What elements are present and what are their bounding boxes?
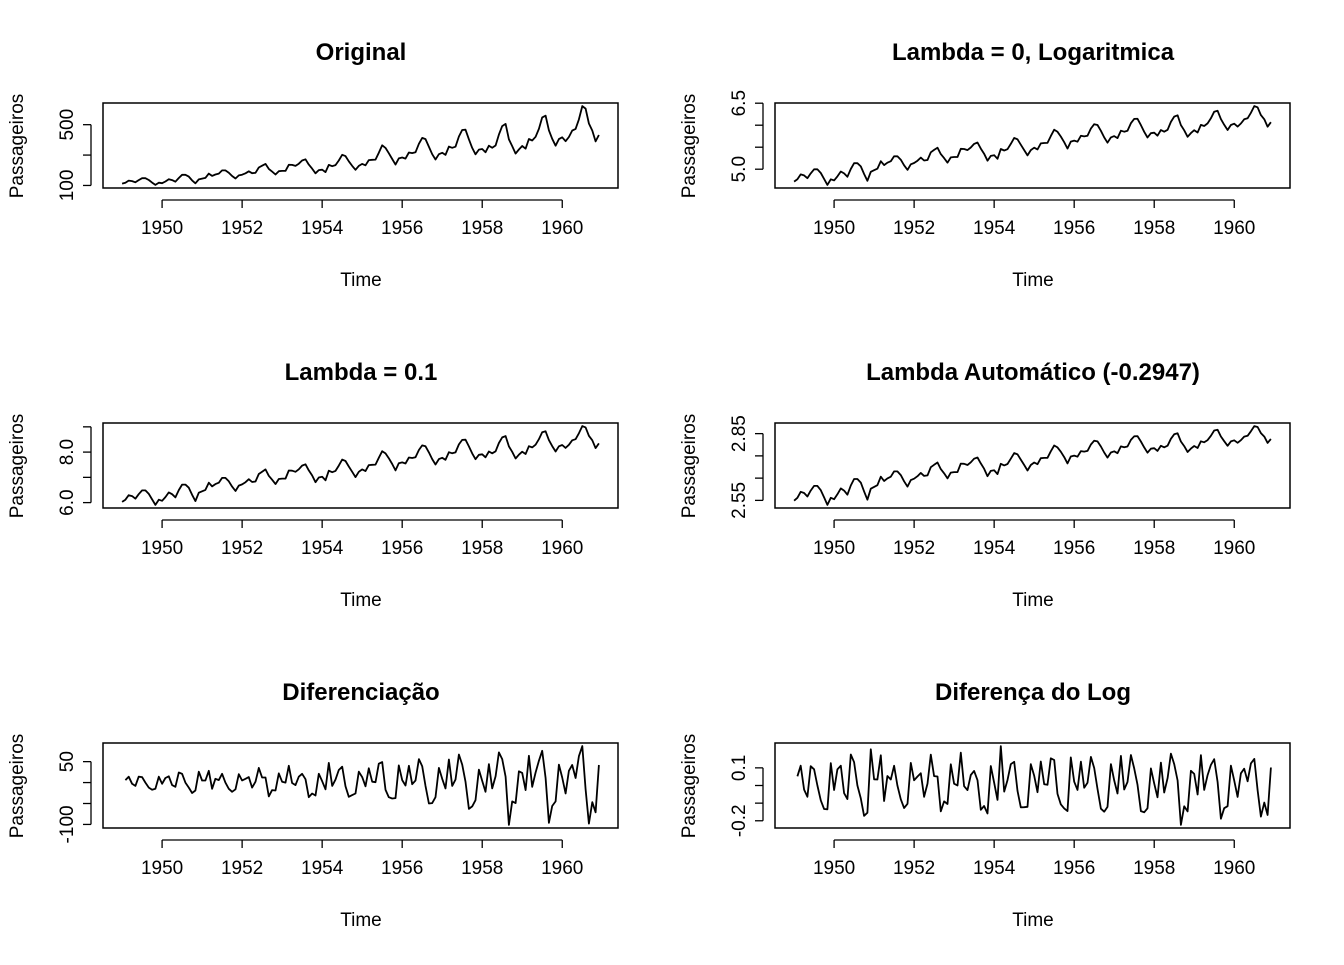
x-tick-label: 1960 [541,858,583,879]
y-tick-label: 6.5 [729,90,750,116]
chart-title: Original [316,39,407,66]
y-axis-label: Passageiros [7,94,28,199]
y-tick-label: 50 [57,751,78,772]
y-axis-label: Passageiros [7,734,28,839]
plot-box [774,742,1291,829]
plot-box [774,422,1291,509]
y-tick-label: 6.0 [57,489,78,515]
y-tick-label: 0.1 [729,755,750,781]
series-line [121,425,600,506]
x-tick-label: 1960 [1213,858,1255,879]
y-axis-label: Passageiros [7,414,28,519]
y-tick-label: 100 [57,170,78,202]
series-line [124,745,600,826]
plot-box [774,102,1291,189]
x-tick-label: 1954 [973,538,1016,559]
x-tick-label: 1950 [141,858,183,879]
x-axis-label: Time [340,270,382,291]
x-tick-label: 1950 [141,538,183,559]
x-tick-label: 1956 [381,858,423,879]
x-tick-label: 1958 [461,538,503,559]
x-tick-label: 1952 [893,858,935,879]
panel-0: Original Time Passageiros 1950 1952 1954 1956 1… [7,39,619,291]
y-axis-label: Passageiros [679,734,700,839]
x-tick-label: 1952 [221,538,263,559]
x-tick-label: 1960 [1213,538,1255,559]
panel-1: Lambda = 0, Logaritmica Time Passageiros 19… [679,39,1291,291]
y-axis-label: Passageiros [679,94,700,199]
x-axis-label: Time [1012,270,1054,291]
x-tick-label: 1960 [541,218,583,239]
y-tick-label: 2.55 [729,482,750,519]
series-line [121,105,600,186]
x-tick-label: 1954 [973,858,1016,879]
plot-box [102,102,619,189]
x-tick-label: 1960 [541,538,583,559]
series-line [793,425,1272,506]
y-tick-label: -100 [57,805,78,843]
x-tick-label: 1950 [813,538,855,559]
x-tick-label: 1958 [1133,218,1175,239]
panel-2: Lambda = 0.1 Time Passageiros 1950 1952 1954 1… [7,359,619,611]
series-line [796,745,1272,826]
x-axis-label: Time [340,910,382,931]
x-tick-label: 1950 [813,218,855,239]
x-tick-label: 1956 [1053,858,1095,879]
x-tick-label: 1950 [813,858,855,879]
x-axis-label: Time [340,590,382,611]
x-tick-label: 1954 [301,218,344,239]
x-tick-label: 1958 [1133,858,1175,879]
y-axis-label: Passageiros [679,414,700,519]
plot-box [102,742,619,829]
x-tick-label: 1950 [141,218,183,239]
y-tick-label: 500 [57,109,78,141]
y-tick-label: 5.0 [729,156,750,182]
chart-title: Diferença do Log [935,679,1131,706]
x-tick-label: 1958 [461,218,503,239]
x-axis-label: Time [1012,590,1054,611]
x-tick-label: 1952 [893,538,935,559]
y-tick-label: -0.2 [729,804,750,837]
chart-title: Lambda = 0.1 [285,359,438,386]
x-axis-label: Time [1012,910,1054,931]
x-tick-label: 1954 [301,538,344,559]
panel-5: Diferença do Log Time Passageiros 1950 1952 1… [679,679,1291,931]
chart-title: Diferenciação [282,679,439,706]
x-tick-label: 1960 [1213,218,1255,239]
plot-box [102,422,619,509]
panel-3: Lambda Automático (-0.2947) Time Passageir… [679,359,1291,611]
x-tick-label: 1956 [381,218,423,239]
x-tick-label: 1956 [1053,538,1095,559]
y-tick-label: 2.85 [729,415,750,452]
chart-title: Lambda = 0, Logaritmica [892,39,1175,66]
x-tick-label: 1958 [461,858,503,879]
x-tick-label: 1956 [1053,218,1095,239]
x-tick-label: 1952 [893,218,935,239]
chart-title: Lambda Automático (-0.2947) [866,359,1200,386]
x-tick-label: 1952 [221,858,263,879]
x-tick-label: 1954 [973,218,1016,239]
y-tick-label: 8.0 [57,439,78,465]
x-tick-label: 1954 [301,858,344,879]
x-tick-label: 1958 [1133,538,1175,559]
x-tick-label: 1952 [221,218,263,239]
x-tick-label: 1956 [381,538,423,559]
series-line [793,105,1272,186]
panel-4: Diferenciação Time Passageiros 1950 1952 1954… [7,679,619,931]
